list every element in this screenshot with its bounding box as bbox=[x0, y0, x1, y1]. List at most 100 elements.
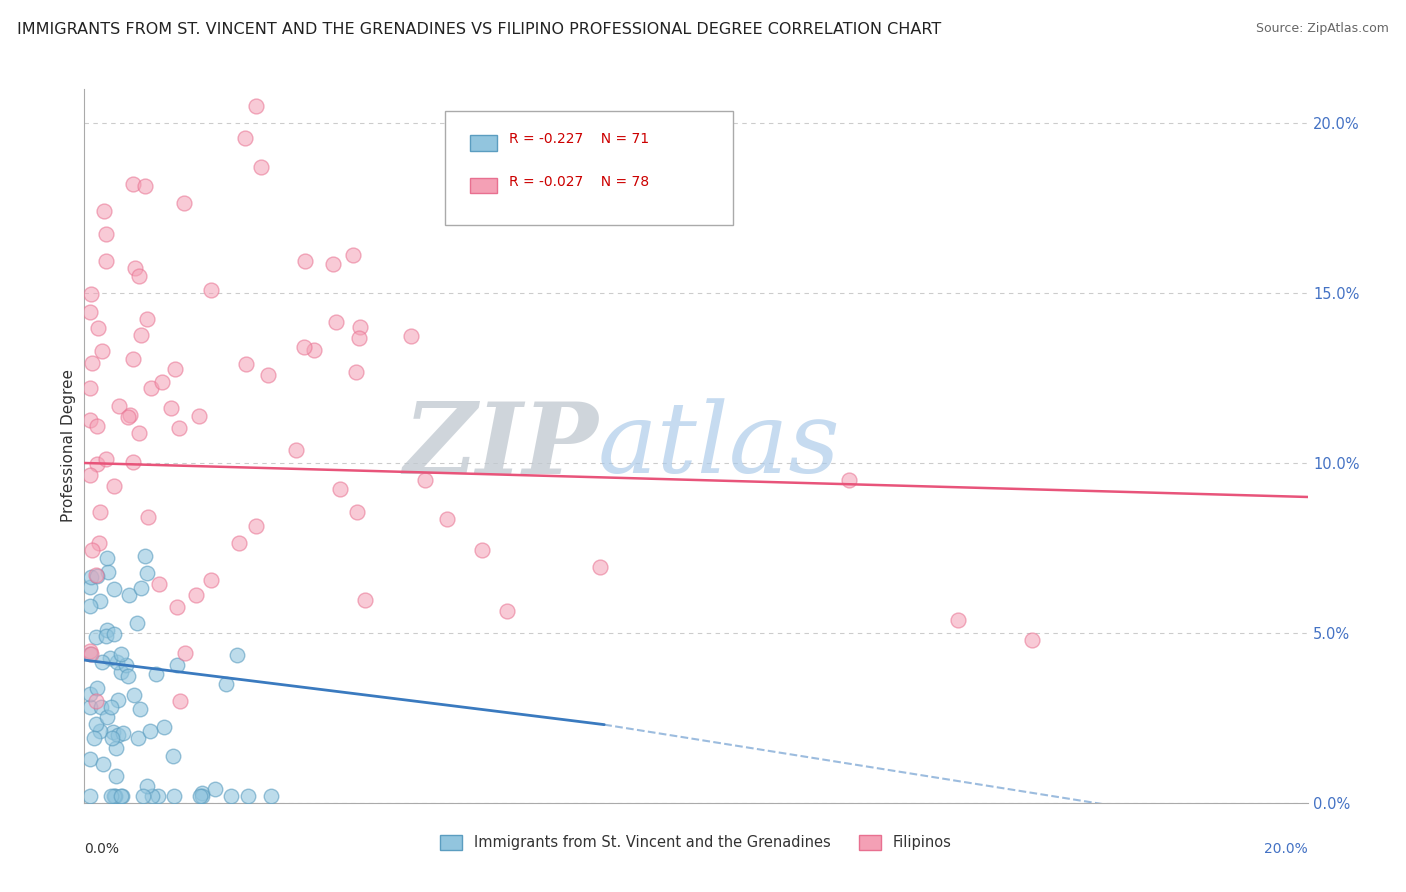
Point bbox=[84, 568, 107, 582]
Point bbox=[118, 588, 141, 602]
Point bbox=[228, 535, 250, 549]
Point bbox=[94, 227, 117, 242]
Point bbox=[129, 701, 152, 715]
Point bbox=[471, 542, 494, 557]
Point bbox=[148, 577, 170, 591]
Text: ZIP: ZIP bbox=[404, 398, 598, 494]
Point bbox=[163, 789, 186, 803]
Text: Source: ZipAtlas.com: Source: ZipAtlas.com bbox=[1256, 22, 1389, 36]
Point bbox=[191, 786, 214, 800]
Point bbox=[292, 340, 315, 354]
Legend: Immigrants from St. Vincent and the Grenadines, Filipinos: Immigrants from St. Vincent and the Gren… bbox=[434, 829, 957, 856]
Point bbox=[128, 425, 150, 440]
Point bbox=[190, 789, 212, 803]
Point bbox=[134, 178, 156, 193]
Point bbox=[129, 581, 152, 595]
Point bbox=[125, 616, 148, 631]
Point bbox=[80, 542, 103, 557]
Point bbox=[166, 600, 188, 615]
Point bbox=[103, 582, 125, 596]
Point bbox=[200, 573, 222, 587]
Point bbox=[354, 593, 377, 607]
Point bbox=[105, 740, 128, 755]
Point bbox=[285, 443, 308, 458]
Point bbox=[79, 700, 101, 714]
Point bbox=[91, 756, 114, 771]
Point bbox=[94, 451, 117, 466]
Point bbox=[110, 665, 132, 680]
Point bbox=[117, 669, 139, 683]
Y-axis label: Professional Degree: Professional Degree bbox=[60, 369, 76, 523]
Point bbox=[122, 689, 145, 703]
Point bbox=[134, 549, 156, 563]
Point bbox=[148, 789, 170, 803]
Point bbox=[103, 479, 125, 493]
Point bbox=[89, 723, 111, 738]
Point bbox=[96, 624, 118, 638]
Point bbox=[79, 599, 101, 613]
Point bbox=[169, 694, 191, 708]
FancyBboxPatch shape bbox=[446, 111, 733, 225]
Point bbox=[87, 321, 110, 335]
Point bbox=[101, 725, 124, 739]
Point bbox=[245, 99, 267, 113]
Point bbox=[329, 482, 352, 496]
Text: R = -0.227    N = 71: R = -0.227 N = 71 bbox=[509, 132, 650, 146]
Point bbox=[166, 657, 188, 672]
Point bbox=[79, 305, 101, 319]
Point bbox=[225, 648, 247, 662]
Point bbox=[80, 355, 103, 369]
Point bbox=[107, 728, 129, 742]
Point bbox=[233, 130, 256, 145]
Point bbox=[94, 629, 117, 643]
Point bbox=[111, 789, 134, 803]
Point bbox=[84, 630, 107, 644]
Point bbox=[86, 569, 108, 583]
Point bbox=[325, 316, 347, 330]
Point bbox=[103, 627, 125, 641]
Point bbox=[89, 536, 111, 550]
Point bbox=[91, 655, 114, 669]
Point bbox=[80, 647, 103, 661]
Point bbox=[260, 789, 283, 803]
Point bbox=[131, 789, 153, 803]
Point bbox=[107, 399, 129, 413]
Point bbox=[204, 782, 226, 797]
Point bbox=[83, 731, 105, 746]
Point bbox=[79, 468, 101, 483]
Point bbox=[79, 413, 101, 427]
Point bbox=[174, 646, 197, 660]
Point bbox=[302, 343, 325, 357]
FancyBboxPatch shape bbox=[470, 178, 496, 194]
Text: R = -0.027    N = 78: R = -0.027 N = 78 bbox=[509, 175, 650, 189]
Point bbox=[107, 693, 129, 707]
Point bbox=[96, 710, 118, 724]
Point bbox=[104, 789, 127, 803]
Text: 20.0%: 20.0% bbox=[1264, 842, 1308, 856]
Point bbox=[104, 769, 127, 783]
Point bbox=[322, 257, 344, 271]
Point bbox=[127, 731, 149, 745]
Point bbox=[110, 789, 132, 803]
Point bbox=[80, 287, 103, 301]
Point bbox=[79, 648, 101, 662]
Point bbox=[188, 409, 211, 424]
Point bbox=[89, 505, 111, 519]
Point bbox=[129, 327, 152, 342]
Point bbox=[86, 457, 108, 471]
Point bbox=[257, 368, 280, 382]
Point bbox=[184, 589, 207, 603]
Point bbox=[97, 565, 120, 579]
Point bbox=[136, 510, 159, 524]
Point bbox=[249, 160, 271, 174]
Point bbox=[80, 570, 103, 584]
Point bbox=[79, 580, 101, 594]
Point bbox=[96, 254, 118, 268]
Point bbox=[100, 700, 122, 714]
Point bbox=[135, 312, 157, 326]
Point bbox=[103, 789, 125, 803]
Point bbox=[86, 681, 108, 695]
Point bbox=[122, 455, 145, 469]
Point bbox=[122, 351, 145, 366]
Point bbox=[100, 651, 122, 665]
